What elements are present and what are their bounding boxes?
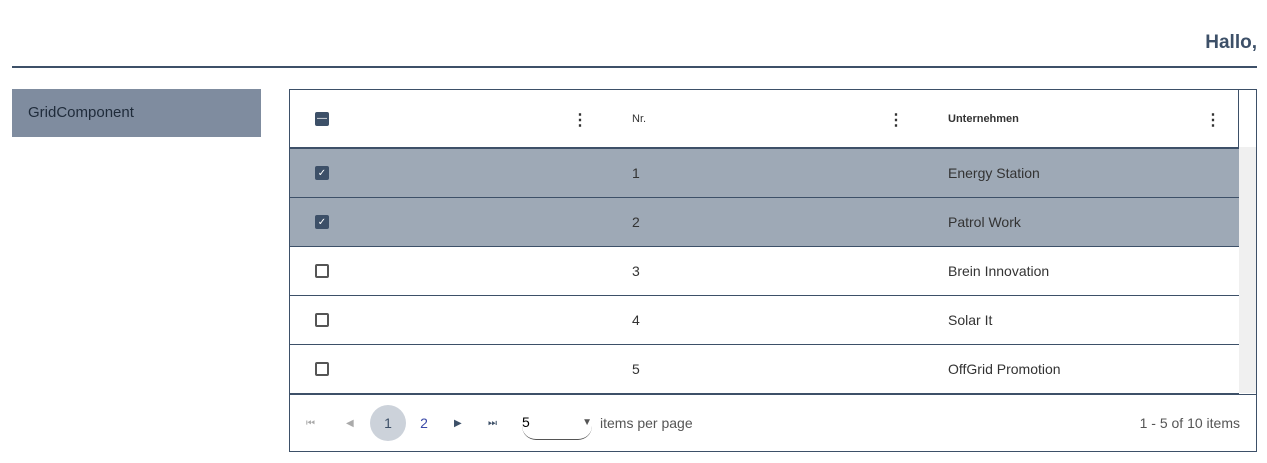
cell-nr: 5 (632, 361, 640, 377)
chevron-down-icon: ▼ (582, 416, 592, 428)
cell-company: Brein Innovation (948, 263, 1050, 279)
column-menu-icon[interactable]: ⋮ (572, 112, 588, 129)
data-grid: — ⋮ Nr. ⋮ Unternehmen ⋮ ✓ 1 Energy Stati… (289, 89, 1257, 452)
table-row[interactable]: 4 Solar It (290, 296, 1239, 345)
table-row[interactable]: ✓ 2 Patrol Work (290, 198, 1239, 247)
items-per-page-label: items per page (600, 415, 693, 431)
row-checkbox[interactable] (315, 362, 329, 376)
pager-info: 1 - 5 of 10 items (1139, 415, 1240, 431)
page-size-value: 5 (522, 414, 530, 430)
table-row[interactable]: ✓ 1 Energy Station (290, 149, 1239, 198)
sidebar-item-gridcomponent[interactable]: GridComponent (12, 89, 261, 137)
row-checkbox[interactable]: ✓ (315, 215, 329, 229)
greeting: Hallo, (1205, 32, 1257, 53)
column-header-nr[interactable]: Nr. (632, 112, 647, 125)
header: Hallo, (12, 0, 1257, 68)
column-header-unternehmen[interactable]: Unternehmen (948, 112, 1019, 125)
page-size-select[interactable]: 5 ▼ (522, 405, 592, 440)
grid-header: — ⋮ Nr. ⋮ Unternehmen ⋮ (290, 90, 1239, 149)
page-1-button[interactable]: 1 (370, 405, 406, 441)
prev-page-icon[interactable]: ◀ (346, 417, 354, 429)
next-page-icon[interactable]: ▶ (454, 417, 462, 429)
cell-company: Patrol Work (948, 214, 1021, 230)
row-checkbox[interactable] (315, 313, 329, 327)
table-row[interactable]: 3 Brein Innovation (290, 247, 1239, 296)
last-page-icon[interactable]: ⏭ (488, 417, 497, 429)
pager: ⏮ ◀ 1 2 ▶ ⏭ 5 ▼ items per page 1 - 5 of 1… (290, 394, 1256, 451)
select-all-checkbox[interactable]: — (315, 111, 329, 126)
row-checkbox[interactable] (315, 264, 329, 278)
column-menu-icon[interactable]: ⋮ (1205, 112, 1221, 129)
table-row[interactable]: 5 OffGrid Promotion (290, 345, 1239, 394)
column-menu-icon[interactable]: ⋮ (888, 112, 904, 129)
row-checkbox[interactable]: ✓ (315, 166, 329, 180)
cell-nr: 4 (632, 312, 640, 328)
cell-nr: 2 (632, 214, 640, 230)
cell-company: Solar It (948, 312, 993, 328)
page-2-button[interactable]: 2 (420, 415, 428, 431)
cell-nr: 1 (632, 165, 640, 181)
first-page-icon[interactable]: ⏮ (306, 417, 315, 429)
vertical-scrollbar[interactable] (1239, 147, 1256, 393)
cell-company: OffGrid Promotion (948, 361, 1061, 377)
cell-company: Energy Station (948, 165, 1040, 181)
cell-nr: 3 (632, 263, 640, 279)
